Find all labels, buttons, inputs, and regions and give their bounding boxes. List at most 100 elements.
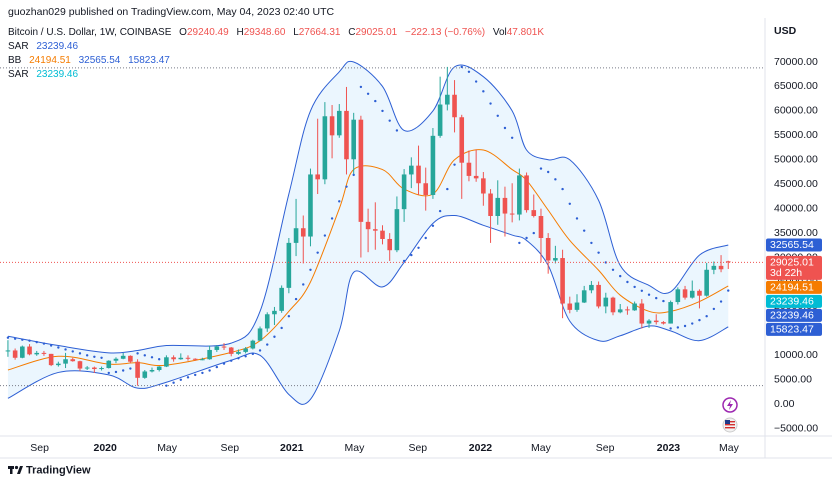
sar-dot xyxy=(662,299,665,303)
candle-body xyxy=(524,175,529,211)
candle-body xyxy=(315,174,320,180)
sar-dot xyxy=(57,346,60,349)
candle-body xyxy=(178,357,184,360)
y-tick-label: 65000.00 xyxy=(774,80,818,92)
y-tick-label: 50000.00 xyxy=(774,154,818,166)
candle-body xyxy=(20,346,25,358)
sar-dot xyxy=(431,224,435,227)
candle-body xyxy=(207,349,212,360)
sar-dot xyxy=(266,343,269,346)
sar-dot xyxy=(244,355,247,358)
sar-dot xyxy=(165,384,168,387)
candle-body xyxy=(5,350,11,352)
sar-dot xyxy=(85,354,89,357)
candle-body xyxy=(236,351,241,354)
candle-body xyxy=(725,261,731,263)
candle-body xyxy=(63,359,68,364)
candle-body xyxy=(394,209,400,251)
sar-dot xyxy=(49,344,53,347)
candle-body xyxy=(430,135,436,195)
bb-upper-line xyxy=(7,60,729,354)
sar-dot xyxy=(719,300,723,303)
candle-body xyxy=(77,361,83,369)
sar-dot xyxy=(381,109,384,113)
change: −222.13 (−0.76%) xyxy=(404,27,486,38)
candle-body xyxy=(106,360,112,369)
sar-dot xyxy=(294,297,298,301)
candle-body xyxy=(409,165,414,175)
candle-body xyxy=(682,289,688,298)
candle-body xyxy=(164,357,169,367)
sar-dot xyxy=(402,259,406,263)
x-tick-label: Sep xyxy=(220,442,239,454)
candle-body xyxy=(718,265,724,270)
candle-body xyxy=(351,119,356,160)
x-tick-label: 2022 xyxy=(469,442,493,454)
x-tick-label: Sep xyxy=(408,442,427,454)
candle-body xyxy=(538,216,544,238)
sar-dot xyxy=(150,356,154,359)
candle-body xyxy=(200,359,205,361)
candle-body xyxy=(279,287,284,311)
candle-body xyxy=(192,358,198,360)
sar-dot xyxy=(655,296,658,300)
candle-body xyxy=(243,348,248,352)
sar-dot xyxy=(496,114,499,117)
sar-dot xyxy=(518,241,521,245)
sar-dot xyxy=(28,339,31,342)
sar-dot xyxy=(302,283,305,286)
sar-dot xyxy=(186,376,190,379)
sar-dot xyxy=(482,90,485,93)
sar-dot xyxy=(683,324,687,328)
sar-dot xyxy=(590,241,593,245)
sar-dot xyxy=(366,92,370,95)
candle-body xyxy=(128,355,133,362)
candle-body xyxy=(653,320,659,323)
sar-dot xyxy=(503,126,507,130)
candle-body xyxy=(27,346,32,355)
indicator-name: BB xyxy=(8,55,22,66)
sar-dot xyxy=(280,326,283,330)
price-badge xyxy=(766,238,822,252)
sar-dot xyxy=(410,253,413,257)
sar-dot xyxy=(21,338,24,341)
sar-dot xyxy=(172,381,175,384)
sar-dot xyxy=(424,236,427,240)
candle-body xyxy=(459,117,465,163)
sar-dot xyxy=(539,167,543,170)
candle-body xyxy=(185,357,191,359)
symbol: Bitcoin / U.S. Dollar, 1W, COINBASE xyxy=(8,27,172,38)
sar-dot xyxy=(611,268,615,271)
candle-body xyxy=(264,314,270,329)
sar-dot xyxy=(510,136,514,139)
candle-body xyxy=(113,358,119,361)
sar-dot xyxy=(438,209,442,213)
candle-body xyxy=(617,309,623,313)
candle-body xyxy=(336,110,342,136)
indicator-value: 32565.54 xyxy=(78,55,121,66)
candle-body xyxy=(466,162,472,176)
price-badge xyxy=(766,294,822,308)
sar-dot xyxy=(71,350,74,353)
candle-body xyxy=(661,322,666,324)
sar-dot xyxy=(453,163,456,166)
sar-dot xyxy=(640,289,644,292)
ohlc-key: C xyxy=(348,27,356,38)
sar-dot xyxy=(121,369,125,372)
sar-dot xyxy=(575,217,579,220)
sar-dot xyxy=(35,340,38,344)
y-tick-label: 0.00 xyxy=(774,398,795,410)
candle-body xyxy=(12,350,18,358)
sar-dot xyxy=(309,268,312,271)
sar-dot xyxy=(323,234,327,237)
ohlc-key: L xyxy=(293,27,299,38)
sar-dot xyxy=(330,217,334,220)
sar-dot xyxy=(417,246,420,249)
ohlc-key: O xyxy=(179,27,187,38)
sar-dot xyxy=(194,373,197,377)
sar-dot xyxy=(208,369,211,372)
sar-dot xyxy=(143,354,146,357)
price-badge-label: 23239.46 xyxy=(770,309,814,321)
country-flag-icon xyxy=(722,417,738,433)
candle-body xyxy=(156,366,162,370)
